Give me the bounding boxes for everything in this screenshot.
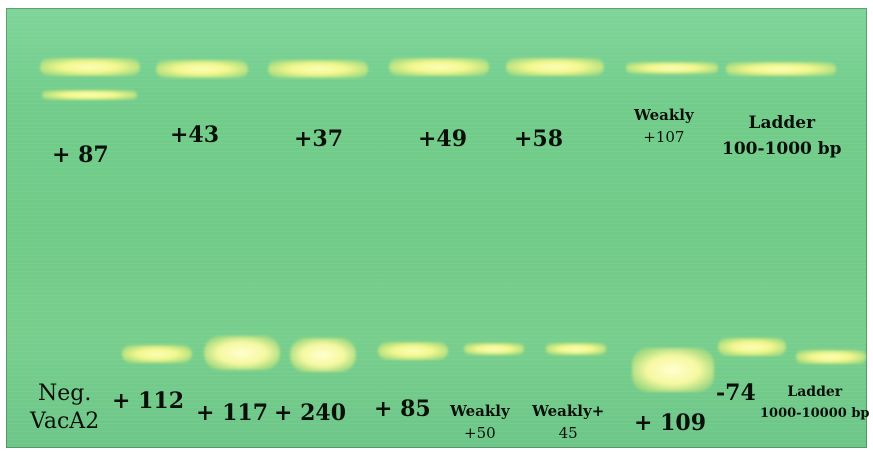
band-bottom-lane6 (546, 343, 606, 355)
band-top-lane2 (156, 60, 248, 78)
label-bottom-lane2: + 117 (196, 400, 269, 426)
label-bottom-lane6-line1: Weakly+ (532, 402, 605, 420)
label-bottom-lane1: + 112 (112, 388, 185, 414)
band-top-lane1b (42, 90, 137, 100)
band-bottom-ladder (796, 350, 866, 364)
label-top-ladder-line1: Ladder (748, 113, 816, 133)
band-bottom-lane7 (632, 348, 714, 392)
label-top-lane1: + 87 (52, 142, 109, 168)
label-bottom-lane6-line2: 45 (558, 424, 578, 442)
label-top-lane4: +49 (418, 126, 468, 152)
label-bottom-ladder-line2: 1000-10000 bp (760, 406, 870, 421)
label-bottom-lane5-line1: Weakly (450, 402, 510, 420)
label-bottom-lane7: + 109 (634, 410, 707, 436)
label-bottom-ladder: Ladder 1000-10000 bp (760, 382, 870, 424)
band-bottom-lane8 (718, 338, 786, 356)
label-bottom-lane5-line2: +50 (464, 424, 496, 442)
band-bottom-lane5 (464, 343, 524, 355)
band-top-lane1 (40, 58, 140, 76)
band-bottom-lane4 (378, 342, 448, 360)
band-top-lane3 (268, 60, 368, 78)
band-top-lane5 (506, 58, 604, 76)
label-negative-control: Neg. VacA2 (30, 380, 99, 436)
band-bottom-lane3 (290, 338, 356, 372)
band-bottom-lane2 (204, 336, 280, 370)
label-top-lane3: +37 (294, 126, 344, 152)
label-bottom-lane5: Weakly +50 (450, 400, 510, 444)
label-top-lane6: Weakly +107 (634, 104, 694, 148)
label-bottom-lane4: + 85 (374, 396, 431, 422)
label-top-ladder-line2: 100-1000 bp (722, 139, 842, 159)
label-bottom-ladder-line1: Ladder (787, 384, 843, 400)
band-top-lane6 (626, 62, 718, 74)
label-top-ladder: Ladder 100-1000 bp (722, 110, 842, 162)
label-top-lane2: +43 (170, 122, 220, 148)
label-bottom-lane3: + 240 (274, 400, 347, 426)
label-bottom-lane8: -74 (716, 380, 756, 406)
band-top-ladder (726, 62, 836, 76)
label-neg-line1: Neg. (38, 381, 92, 406)
gel-image (6, 8, 867, 448)
band-bottom-lane1 (122, 345, 192, 363)
label-top-lane6-line2: +107 (643, 128, 685, 146)
label-bottom-lane6: Weakly+ 45 (532, 400, 604, 444)
label-top-lane5: +58 (514, 126, 564, 152)
band-top-lane4 (389, 58, 489, 76)
label-neg-line2: VacA2 (30, 409, 100, 434)
label-top-lane6-line1: Weakly (634, 106, 694, 124)
